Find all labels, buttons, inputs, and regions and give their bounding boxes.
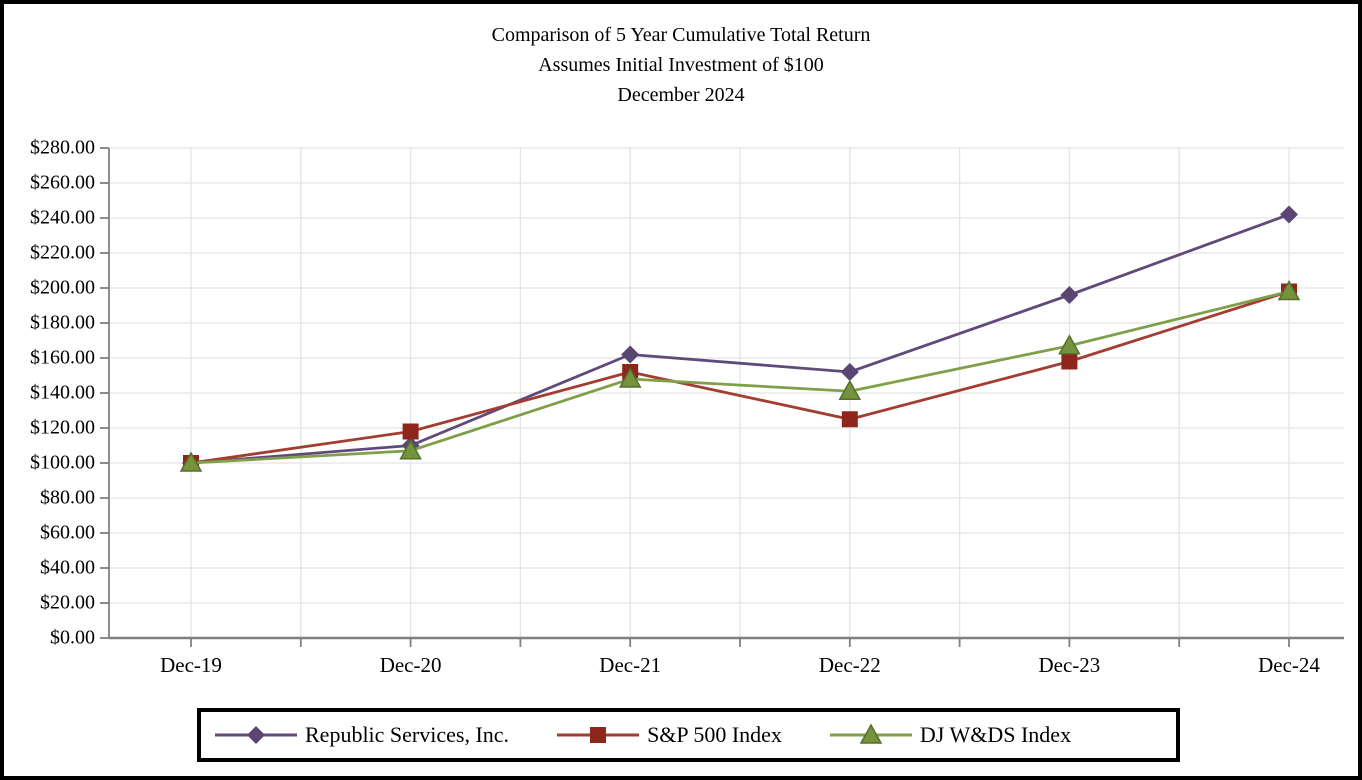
chart-title-block: Comparison of 5 Year Cumulative Total Re… [4, 20, 1358, 110]
y-tick-label: $160.00 [30, 347, 95, 369]
y-tick-label: $180.00 [30, 312, 95, 334]
y-tick-label: $100.00 [30, 452, 95, 474]
triangle-marker-icon [829, 723, 912, 744]
chart-legend: Republic Services, Inc. S&P 500 Index DJ W… [197, 708, 1180, 762]
data-point-marker [838, 379, 862, 400]
legend-item-s-p-500-index: S&P 500 Index [557, 722, 782, 748]
data-point-marker [1280, 205, 1298, 224]
square-marker-icon [557, 727, 640, 743]
y-tick-label: $200.00 [30, 277, 95, 299]
data-point-marker [590, 727, 607, 743]
y-tick-label: $40.00 [40, 557, 95, 579]
diamond-marker-icon [215, 726, 297, 744]
y-tick-label: $280.00 [30, 137, 95, 159]
y-tick-label: $140.00 [30, 382, 95, 404]
chart-plot-svg: $0.00 $20.00 $40.00 $60.00 $80.00 $100.00 $120… [30, 137, 1344, 677]
series-line [190, 290, 1290, 465]
x-tick-label: Dec-19 [160, 653, 222, 677]
x-tick-label: Dec-21 [599, 653, 661, 677]
legend-item-republic-services-inc: Republic Services, Inc. [215, 722, 509, 748]
data-point-marker [247, 726, 265, 744]
x-tick-label: Dec-20 [380, 653, 442, 677]
y-tick-label: $0.00 [50, 627, 95, 649]
data-point-marker [618, 367, 642, 388]
legend-label: Republic Services, Inc. [305, 722, 510, 747]
data-point-marker [179, 451, 203, 472]
data-point-marker [399, 439, 422, 460]
data-point-marker [1058, 334, 1081, 355]
legend-label: S&P 500 Index [647, 722, 782, 747]
data-point-marker [859, 723, 883, 744]
series-dj-w-ds-index [179, 279, 1301, 472]
data-point-marker [621, 345, 640, 364]
data-point-marker [1277, 279, 1301, 301]
y-tick-label: $60.00 [40, 522, 95, 544]
x-tick-label: Dec-24 [1258, 653, 1320, 677]
chart-title: Comparison of 5 Year Cumulative Total Re… [491, 24, 871, 46]
legend-item-dj-w-ds-index: DJ W&DS Index [829, 722, 1072, 748]
data-point-marker [1061, 353, 1078, 370]
chart-subtitle: Assumes Initial Investment of $100 [538, 54, 824, 76]
y-tick-label: $260.00 [30, 172, 95, 194]
y-tick-label: $20.00 [40, 592, 95, 614]
data-point-marker [402, 423, 419, 440]
legend-label: DJ W&DS Index [919, 722, 1072, 747]
y-tick-label: $120.00 [30, 417, 95, 439]
data-point-marker [1060, 286, 1079, 304]
y-tick-label: $220.00 [30, 242, 95, 264]
data-point-marker [841, 411, 858, 428]
x-tick-label: Dec-23 [1038, 653, 1100, 677]
y-tick-label: $240.00 [30, 207, 95, 229]
series-line [190, 213, 1290, 465]
series-line [190, 290, 1290, 465]
chart-date: December 2024 [617, 84, 745, 106]
y-tick-label: $80.00 [40, 487, 95, 509]
data-point-marker [840, 363, 859, 381]
x-tick-label: Dec-22 [819, 653, 881, 677]
